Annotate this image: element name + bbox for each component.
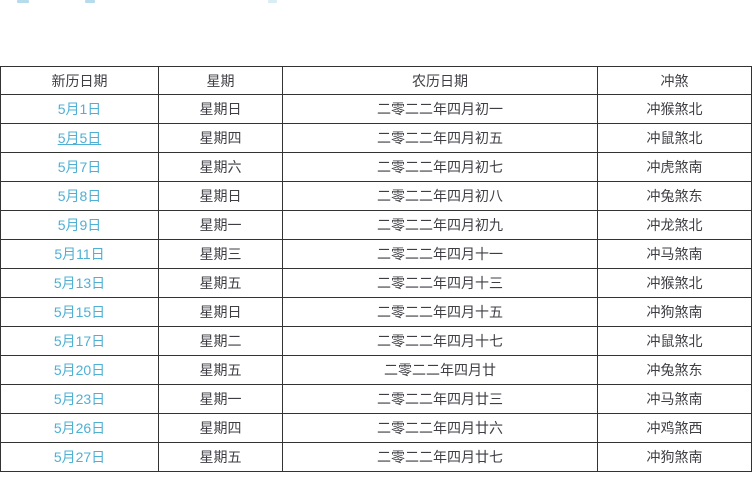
clash-cell: 冲兔煞东 [597,355,752,385]
date-link[interactable]: 5月17日 [0,326,159,356]
clash-cell: 冲猴煞北 [597,268,752,298]
table-row: 5月7日 星期六 二零二二年四月初七 冲虎煞南 [0,152,752,182]
lunar-date-cell: 二零二二年四月十一 [282,239,598,269]
clash-cell: 冲狗煞南 [597,297,752,327]
weekday-cell: 星期日 [158,297,283,327]
date-link[interactable]: 5月11日 [0,239,159,269]
lunar-date-cell: 二零二二年四月十五 [282,297,598,327]
clash-cell: 冲鼠煞北 [597,123,752,153]
clash-cell: 冲鸡煞西 [597,413,752,443]
clash-cell: 冲马煞南 [597,239,752,269]
lunar-date-cell: 二零二二年四月十七 [282,326,598,356]
date-link[interactable]: 5月7日 [0,152,159,182]
table-row: 5月13日 星期五 二零二二年四月十三 冲猴煞北 [0,268,752,298]
date-link[interactable]: 5月26日 [0,413,159,443]
lunar-date-cell: 二零二二年四月廿六 [282,413,598,443]
clash-cell: 冲鼠煞北 [597,326,752,356]
table-row: 5月1日 星期日 二零二二年四月初一 冲猴煞北 [0,94,752,124]
weekday-cell: 星期五 [158,268,283,298]
table-row: 5月27日 星期五 二零二二年四月廿七 冲狗煞南 [0,442,752,472]
lunar-date-cell: 二零二二年四月初九 [282,210,598,240]
weekday-cell: 星期四 [158,123,283,153]
date-link[interactable]: 5月15日 [0,297,159,327]
date-link[interactable]: 5月8日 [0,181,159,211]
weekday-cell: 星期二 [158,326,283,356]
table-header: 新历日期 星期 农历日期 冲煞 [0,66,752,95]
header-clash: 冲煞 [597,66,752,95]
weekday-cell: 星期五 [158,442,283,472]
lunar-date-cell: 二零二二年四月初一 [282,94,598,124]
clipped-text-fragment [85,0,95,3]
header-solar-date: 新历日期 [0,66,159,95]
clash-cell: 冲兔煞东 [597,181,752,211]
lunar-date-cell: 二零二二年四月廿三 [282,384,598,414]
lunar-date-cell: 二零二二年四月初七 [282,152,598,182]
table-row: 5月11日 星期三 二零二二年四月十一 冲马煞南 [0,239,752,269]
weekday-cell: 星期一 [158,384,283,414]
lunar-date-cell: 二零二二年四月廿 [282,355,598,385]
weekday-cell: 星期五 [158,355,283,385]
lunar-date-cell: 二零二二年四月初五 [282,123,598,153]
date-link[interactable]: 5月13日 [0,268,159,298]
header-lunar-date: 农历日期 [282,66,598,95]
weekday-cell: 星期四 [158,413,283,443]
table-row: 5月5日 星期四 二零二二年四月初五 冲鼠煞北 [0,123,752,153]
weekday-cell: 星期日 [158,94,283,124]
lunar-date-cell: 二零二二年四月十三 [282,268,598,298]
auspicious-dates-table: 新历日期 星期 农历日期 冲煞 5月1日 星期日 二零二二年四月初一 冲猴煞北 5月5日… [0,66,752,472]
header-weekday: 星期 [158,66,283,95]
date-link[interactable]: 5月20日 [0,355,159,385]
clipped-text-fragment [17,0,29,3]
table-row: 5月17日 星期二 二零二二年四月十七 冲鼠煞北 [0,326,752,356]
header-row: 新历日期 星期 农历日期 冲煞 [0,66,752,95]
weekday-cell: 星期三 [158,239,283,269]
date-link[interactable]: 5月27日 [0,442,159,472]
table-row: 5月9日 星期一 二零二二年四月初九 冲龙煞北 [0,210,752,240]
date-link[interactable]: 5月9日 [0,210,159,240]
clash-cell: 冲虎煞南 [597,152,752,182]
clash-cell: 冲马煞南 [597,384,752,414]
date-link[interactable]: 5月5日 [0,123,159,153]
table-row: 5月20日 星期五 二零二二年四月廿 冲兔煞东 [0,355,752,385]
weekday-cell: 星期日 [158,181,283,211]
clash-cell: 冲狗煞南 [597,442,752,472]
lunar-date-cell: 二零二二年四月廿七 [282,442,598,472]
table-row: 5月15日 星期日 二零二二年四月十五 冲狗煞南 [0,297,752,327]
table-row: 5月26日 星期四 二零二二年四月廿六 冲鸡煞西 [0,413,752,443]
lunar-date-cell: 二零二二年四月初八 [282,181,598,211]
clash-cell: 冲龙煞北 [597,210,752,240]
date-link[interactable]: 5月23日 [0,384,159,414]
weekday-cell: 星期一 [158,210,283,240]
clipped-text-fragment [268,0,277,3]
date-link[interactable]: 5月1日 [0,94,159,124]
weekday-cell: 星期六 [158,152,283,182]
table-row: 5月8日 星期日 二零二二年四月初八 冲兔煞东 [0,181,752,211]
clash-cell: 冲猴煞北 [597,94,752,124]
table-body: 5月1日 星期日 二零二二年四月初一 冲猴煞北 5月5日 星期四 二零二二年四月初五 冲鼠煞北… [0,94,752,472]
table-row: 5月23日 星期一 二零二二年四月廿三 冲马煞南 [0,384,752,414]
